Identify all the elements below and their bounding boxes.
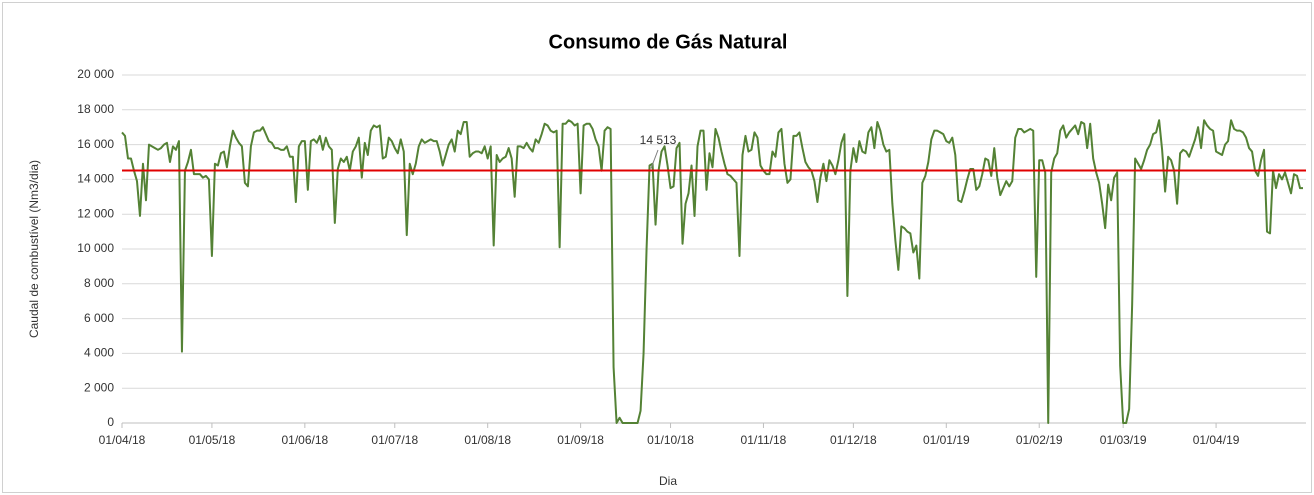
reference-leader	[650, 149, 659, 169]
x-tick-label: 01/02/19	[1016, 433, 1063, 447]
x-tick-label: 01/07/18	[371, 433, 418, 447]
x-tick-label: 01/03/19	[1100, 433, 1147, 447]
x-tick-label: 01/08/18	[464, 433, 511, 447]
y-tick-label: 14 000	[77, 172, 114, 186]
y-tick-label: 2 000	[84, 380, 114, 394]
reference-label: 14 513	[640, 133, 677, 147]
x-tick-label: 01/05/18	[189, 433, 236, 447]
y-tick-label: 6 000	[84, 311, 114, 325]
x-tick-label: 01/06/18	[281, 433, 328, 447]
y-tick-label: 10 000	[77, 241, 114, 255]
y-tick-label: 16 000	[77, 137, 114, 151]
x-tick-label: 01/01/19	[923, 433, 970, 447]
x-tick-label: 01/04/18	[99, 433, 146, 447]
y-tick-label: 8 000	[84, 276, 114, 290]
x-tick-label: 01/09/18	[557, 433, 604, 447]
data-line	[121, 119, 1303, 424]
y-tick-label: 12 000	[77, 206, 114, 220]
chart-title: Consumo de Gás Natural	[549, 31, 788, 53]
y-tick-label: 4 000	[84, 346, 114, 360]
x-axis-label: Dia	[659, 474, 677, 488]
y-tick-label: 0	[107, 415, 114, 429]
x-tick-label: 01/12/18	[830, 433, 877, 447]
x-tick-label: 01/11/18	[741, 433, 787, 447]
x-tick-label: 01/04/19	[1193, 433, 1240, 447]
y-axis-label: Caudal de combustível (Nm3/dia)	[27, 160, 41, 338]
x-tick-label: 01/10/18	[647, 433, 694, 447]
y-tick-label: 18 000	[77, 102, 114, 116]
y-tick-label: 20 000	[77, 67, 114, 81]
